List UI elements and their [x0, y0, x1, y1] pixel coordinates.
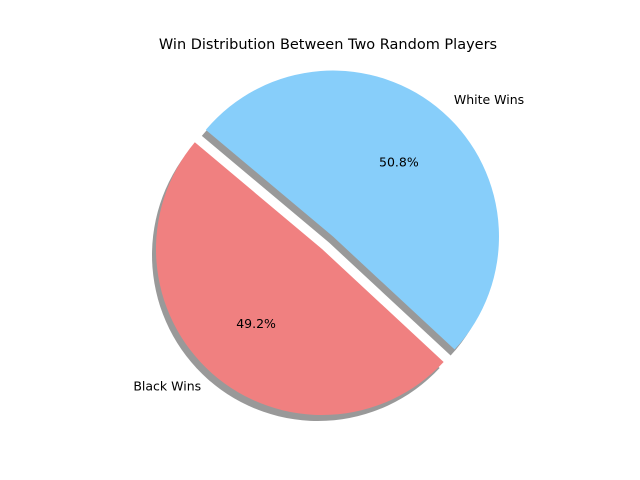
slice-percent-white-wins: 50.8% — [379, 154, 419, 169]
slice-white-wins — [205, 70, 499, 350]
slice-label-black-wins: Black Wins — [133, 378, 201, 393]
slice-black-wins — [156, 142, 444, 415]
slice-labels: Black Wins 49.2% White Wins 50.8% — [133, 92, 524, 393]
slice-label-white-wins: White Wins — [454, 92, 524, 107]
chart-title: Win Distribution Between Two Random Play… — [159, 37, 497, 53]
slice-percent-black-wins: 49.2% — [236, 316, 276, 331]
slices — [156, 70, 499, 415]
